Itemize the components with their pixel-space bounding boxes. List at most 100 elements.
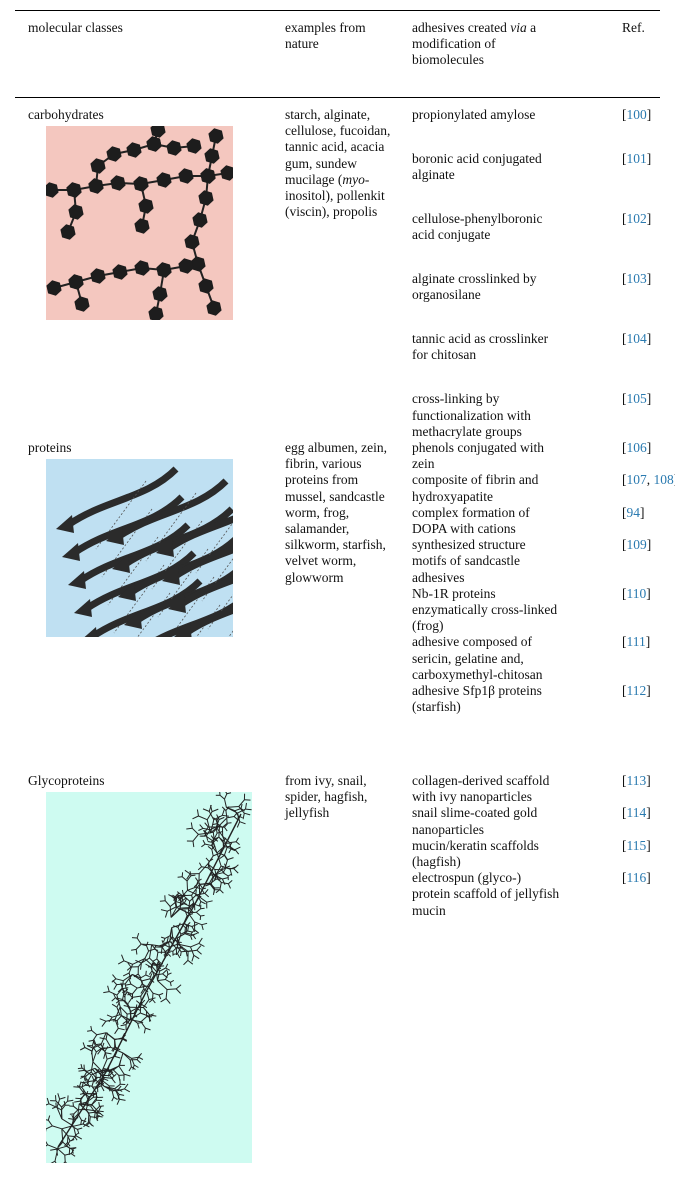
glycan-branch: [204, 843, 212, 847]
glycan-branch: [162, 969, 168, 975]
glycan-branch: [180, 951, 182, 957]
glycan-branch: [179, 902, 184, 907]
sugar-ring: [46, 280, 62, 297]
glycan-branch: [166, 970, 169, 975]
sugar-ring: [192, 212, 208, 229]
glycan-branch: [99, 1018, 107, 1022]
glycan-branch: [222, 877, 229, 880]
glycan-branch: [181, 890, 188, 898]
ref-cell: [103]: [622, 271, 652, 303]
glycan-branch: [80, 1098, 82, 1104]
sugar-ring: [106, 146, 122, 163]
sugar-ring: [112, 264, 128, 281]
sugar-ring: [74, 296, 90, 313]
glycan-branch: [135, 943, 142, 950]
ref-punct: ]: [646, 331, 652, 347]
ref-punct: [: [622, 870, 627, 886]
glycan-branch: [192, 834, 199, 842]
glycan-branch: [68, 1148, 71, 1156]
glycan-branch: [144, 951, 150, 960]
glycan-branch: [122, 1052, 132, 1060]
glycan-branch: [119, 1098, 126, 1102]
glycan-branch: [131, 1058, 135, 1066]
ref-punct: [: [622, 837, 627, 853]
glycan-branch: [177, 941, 182, 944]
ref-punct: [: [622, 107, 627, 122]
glycan-branch: [219, 889, 224, 894]
glycan-branch: [190, 935, 193, 941]
glycan-branch: [93, 1112, 96, 1119]
ref-number: 109: [626, 537, 647, 553]
glycan-branch: [164, 974, 169, 980]
glycan-branch: [78, 1070, 85, 1072]
glycan-branch: [219, 882, 222, 890]
adhesive-cell: mucin/keratin scaffolds (hagfish): [412, 838, 622, 870]
ref-number: 114: [626, 805, 647, 821]
glycan-branch: [115, 1091, 120, 1100]
glycan-branch: [220, 865, 231, 870]
glycan-branch: [180, 907, 190, 909]
glycan-branch: [61, 1101, 68, 1108]
glycan-branch: [190, 929, 195, 935]
glycan-branch: [168, 894, 175, 899]
glycan-branch: [67, 1100, 74, 1102]
ref-number: 116: [626, 870, 647, 886]
glycan-branch: [194, 921, 202, 926]
glycan-branch: [47, 1144, 58, 1150]
entry-row: electrospun (glyco-) protein scaffold of…: [412, 870, 652, 919]
glycan-branch: [64, 1161, 67, 1164]
glycan-branch: [196, 894, 202, 902]
ref-number: 110: [626, 585, 647, 601]
strand-arrow: [68, 571, 86, 590]
glycan-branch: [96, 1032, 107, 1036]
glycan-branch: [125, 1020, 128, 1025]
glycan-branch: [204, 822, 209, 828]
glycan-branch: [84, 1047, 92, 1052]
glycan-branch: [205, 883, 212, 887]
ref-punct: [: [622, 472, 627, 488]
sugar-ring: [146, 136, 162, 153]
glycan-branch: [221, 806, 227, 812]
entry-row: collagen-derived scaffold with ivy nanop…: [412, 773, 652, 805]
ref-punct: ]: [640, 504, 645, 520]
glycan-branch: [186, 922, 191, 927]
glycan-branch: [114, 1028, 119, 1035]
ref-punct: [: [622, 773, 627, 788]
glycan-branch: [190, 822, 193, 829]
table-row-group: Glycoproteins from ivy, snail, spider, ha…: [15, 773, 660, 1173]
glycan-branch: [92, 1069, 97, 1074]
glycan-branch: [198, 815, 208, 821]
sugar-ring: [66, 182, 82, 199]
glycan-branch: [190, 874, 196, 877]
glycan-branch: [126, 991, 133, 995]
glycan-branch: [100, 1082, 105, 1088]
adhesive-cell: complex formation of DOPA with cations: [412, 505, 622, 537]
glycan-branch: [211, 808, 219, 813]
glycan-branch: [123, 1073, 131, 1077]
glycan-branch: [128, 1066, 132, 1072]
glycan-branch: [81, 1081, 88, 1084]
glycan-branch: [116, 1015, 122, 1022]
adhesive-text: Nb-1R proteins enzymatically cross-linke…: [412, 585, 558, 634]
text-segment: via: [510, 20, 527, 35]
entry-row: synthesized structure motifs of sandcast…: [412, 537, 652, 586]
glycan-branch: [112, 1047, 117, 1053]
glycan-branch: [56, 1141, 64, 1150]
text-segment: from ivy, snail, spider, hagfish, jellyf…: [285, 773, 368, 821]
glycan-branch: [108, 991, 118, 996]
glycan-branch: [73, 1106, 79, 1111]
adhesive-text: cross-linking by functionalization with …: [412, 391, 531, 439]
ref-number: 111: [626, 634, 646, 650]
glycan-branch: [181, 896, 184, 903]
sugar-ring: [156, 172, 172, 189]
ref-number: 102: [626, 211, 647, 227]
glycan-branch: [112, 980, 118, 986]
glycan-branch: [90, 1062, 94, 1073]
glycan-branch: [56, 1099, 61, 1108]
glycan-branch: [148, 948, 155, 952]
glycan-branch: [152, 966, 157, 973]
glycan-branch: [204, 889, 209, 894]
glycan-branch: [141, 957, 150, 964]
glycan-branch: [215, 865, 222, 875]
glycan-branch: [128, 964, 134, 974]
